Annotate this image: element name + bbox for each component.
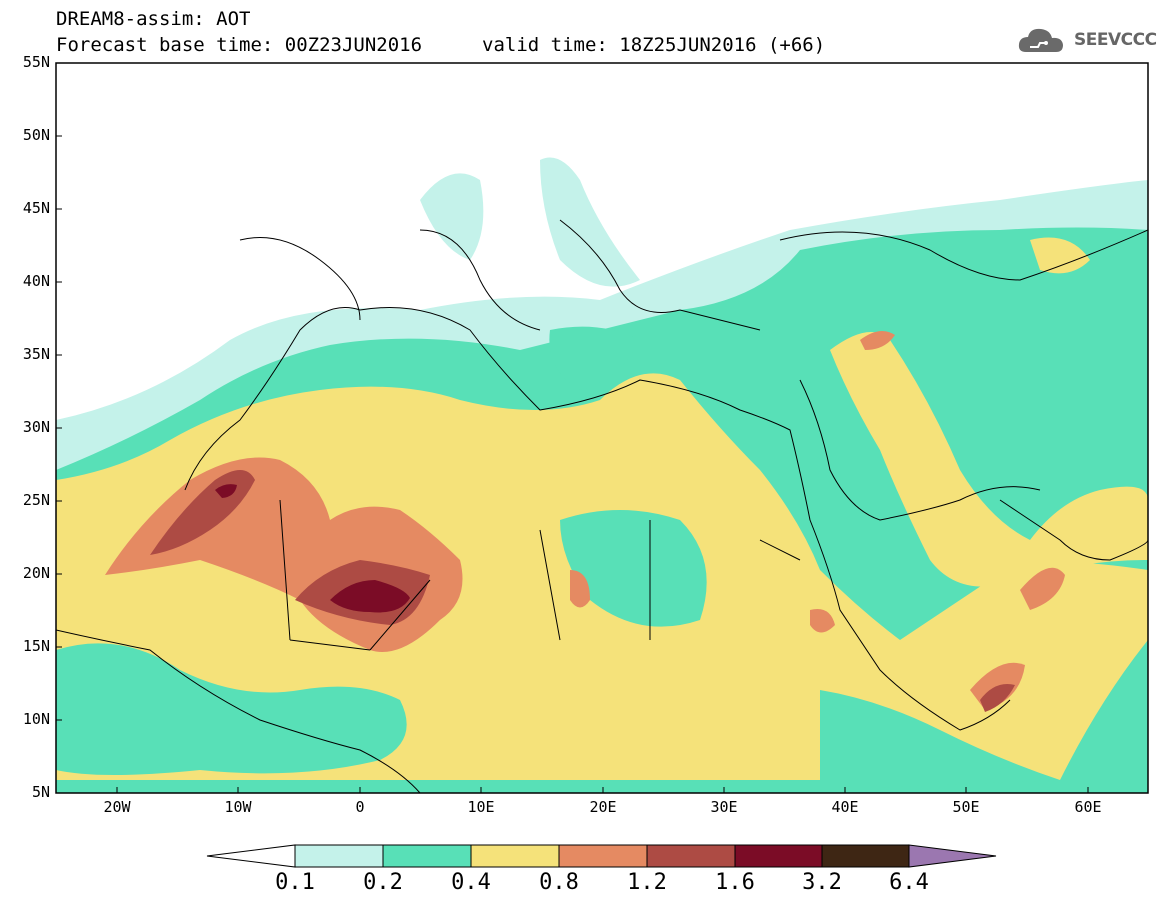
colorbar-label: 0.8: [539, 870, 579, 895]
aot-band-0-8: [570, 570, 590, 608]
colorbar-bin: [821, 844, 910, 868]
lon-label: 20W: [103, 798, 131, 816]
lat-label: 25N: [22, 491, 50, 509]
cloud-icon: [1018, 28, 1063, 52]
colorbar-bin: [382, 844, 472, 868]
lat-label: 40N: [22, 272, 50, 290]
lon-label: 60E: [1074, 798, 1102, 816]
lon-label: 40E: [831, 798, 859, 816]
coastlines: [56, 219, 1148, 793]
lat-label: 5N: [31, 783, 50, 801]
lat-label: 30N: [22, 418, 50, 436]
colorbar: [206, 844, 997, 868]
aot-band-0-1: [540, 157, 640, 287]
aot-band-0-8: [860, 331, 895, 350]
aot-band-0-8: [1020, 567, 1065, 610]
colorbar-over: [908, 844, 997, 868]
forecast-base-time: Forecast base time: 00Z23JUN2016: [56, 34, 423, 56]
valid-time: valid time: 18Z25JUN2016 (+66): [482, 34, 826, 56]
lon-label: 30E: [710, 798, 738, 816]
lat-label: 20N: [22, 564, 50, 582]
colorbar-label: 1.6: [715, 870, 755, 895]
lat-label: 10N: [22, 710, 50, 728]
aot-band-0-4: [830, 332, 1148, 587]
lon-label: 10W: [224, 798, 252, 816]
colorbar-label: 0.4: [451, 870, 491, 895]
colorbar-bin: [558, 844, 648, 868]
aot-contours: [56, 63, 1148, 793]
colorbar-label: 3.2: [802, 870, 842, 895]
logo-text: SEEVCCC: [1074, 30, 1157, 50]
colorbar-bin: [734, 844, 823, 868]
aot-band-0-8: [810, 609, 835, 633]
colorbar-bin: [294, 844, 384, 868]
aot-band-0-2: [549, 326, 640, 390]
colorbar-label: 0.2: [363, 870, 403, 895]
lon-label: 0: [355, 798, 365, 816]
aot-band-1-6: [330, 580, 410, 613]
aot-band-0-2: [820, 690, 1060, 790]
colorbar-label: 1.2: [627, 870, 667, 895]
map-title: DREAM8-assim: AOT: [56, 8, 251, 30]
lat-label: 55N: [22, 53, 50, 71]
aot-band-1-2: [980, 684, 1015, 712]
lat-label: 45N: [22, 199, 50, 217]
aot-band-0-4: [1030, 237, 1090, 274]
lat-label: 35N: [22, 345, 50, 363]
colorbar-label: 6.4: [889, 870, 929, 895]
axis-ticks: [56, 135, 1089, 793]
colorbar-bin: [646, 844, 736, 868]
lon-label: 20E: [589, 798, 617, 816]
colorbar-bin: [470, 844, 560, 868]
lat-label: 50N: [22, 126, 50, 144]
aot-band-0-1: [420, 173, 484, 260]
aot-band-0-2: [560, 510, 707, 627]
lat-label: 15N: [22, 637, 50, 655]
lon-label: 50E: [952, 798, 980, 816]
colorbar-under: [206, 844, 296, 868]
lon-label: 10E: [467, 798, 495, 816]
colorbar-label: 0.1: [275, 870, 315, 895]
aot-band-0-2: [56, 643, 407, 775]
aot-band-1-6: [215, 484, 237, 498]
